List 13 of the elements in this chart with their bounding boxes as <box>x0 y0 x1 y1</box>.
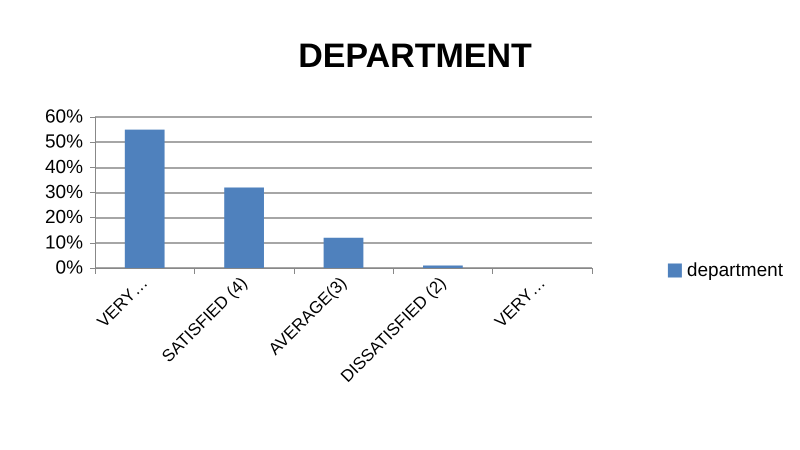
bar <box>423 265 463 268</box>
y-tick-label: 10% <box>44 232 84 254</box>
bar <box>224 187 264 268</box>
bar <box>124 130 165 268</box>
y-tick-label: 40% <box>44 156 84 178</box>
y-tick-label: 30% <box>44 182 84 203</box>
chart-title: DEPARTMENT <box>298 37 532 75</box>
y-tick-label: 0% <box>56 258 84 278</box>
legend-label: department <box>686 260 784 281</box>
y-tick-label: 50% <box>44 132 84 153</box>
y-tick-label: 20% <box>44 207 84 228</box>
y-tick-label: 60% <box>44 106 84 128</box>
bar <box>324 238 364 268</box>
